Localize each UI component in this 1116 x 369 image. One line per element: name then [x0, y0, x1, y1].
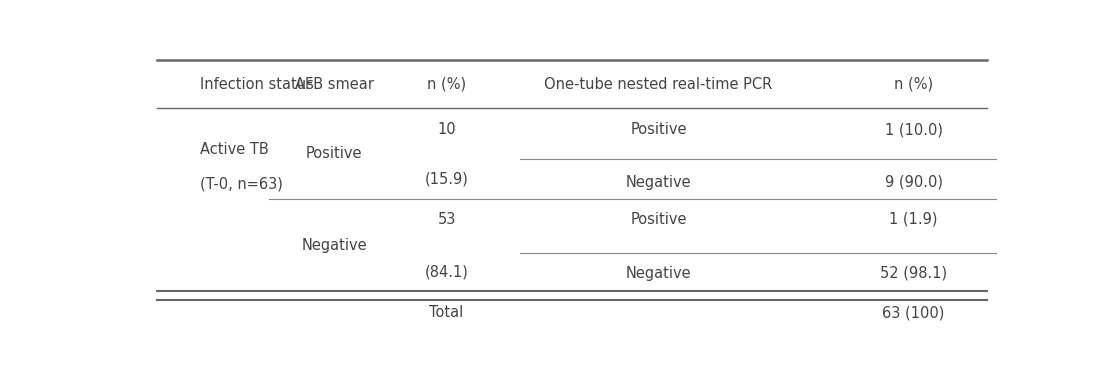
Text: n (%): n (%) — [427, 76, 466, 92]
Text: One-tube nested real-time PCR: One-tube nested real-time PCR — [545, 76, 772, 92]
Text: 9 (90.0): 9 (90.0) — [885, 175, 943, 190]
Text: (T-0, n=63): (T-0, n=63) — [200, 176, 283, 191]
Text: Negative: Negative — [626, 266, 691, 280]
Text: (15.9): (15.9) — [424, 172, 469, 187]
Text: 1 (10.0): 1 (10.0) — [885, 122, 943, 137]
Text: AFB smear: AFB smear — [295, 76, 374, 92]
Text: Total: Total — [430, 305, 463, 320]
Text: Positive: Positive — [631, 211, 686, 227]
Text: Active TB: Active TB — [200, 142, 269, 157]
Text: 52 (98.1): 52 (98.1) — [881, 266, 947, 280]
Text: Positive: Positive — [306, 146, 363, 161]
Text: Infection status: Infection status — [200, 76, 314, 92]
Text: (84.1): (84.1) — [424, 264, 469, 279]
Text: Negative: Negative — [301, 238, 367, 253]
Text: 1 (1.9): 1 (1.9) — [889, 211, 937, 227]
Text: 10: 10 — [437, 122, 455, 137]
Text: n (%): n (%) — [894, 76, 933, 92]
Text: Negative: Negative — [626, 175, 691, 190]
Text: Positive: Positive — [631, 122, 686, 137]
Text: 53: 53 — [437, 211, 455, 227]
Text: 63 (100): 63 (100) — [883, 305, 945, 320]
